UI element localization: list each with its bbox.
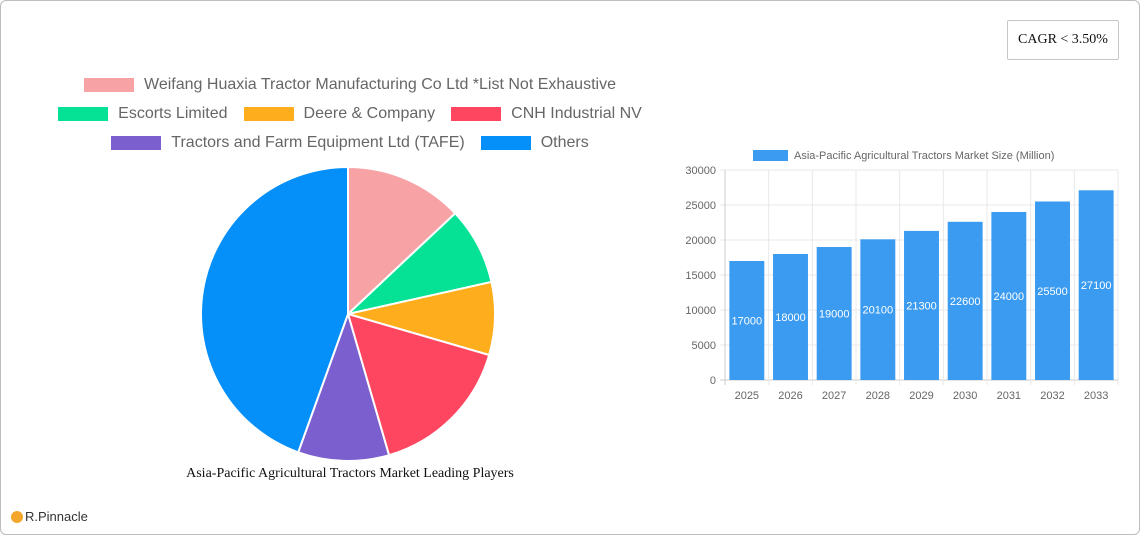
x-tick-label: 2032	[1040, 390, 1064, 402]
bar-value-label: 27100	[1081, 280, 1112, 292]
pie-slice[interactable]	[200, 165, 349, 454]
legend-swatch	[243, 107, 294, 121]
bar[interactable]	[947, 221, 983, 380]
x-tick-label: 2033	[1084, 390, 1108, 402]
x-tick-label: 2028	[866, 390, 890, 402]
legend-label: Deere & Company	[303, 105, 436, 122]
bar[interactable]	[1078, 190, 1114, 380]
legend-item-cnh[interactable]: CNH Industrial NV	[451, 105, 642, 123]
bar-value-label: 22600	[950, 296, 981, 308]
bar-value-label: 24000	[994, 291, 1025, 303]
pie-legend-row-2: Escorts Limited Deere & Company CNH Indu…	[0, 105, 700, 123]
bar-value-label: 21300	[906, 300, 937, 312]
bar[interactable]	[1035, 201, 1070, 381]
legend-label: Others	[540, 134, 589, 151]
bar-value-label: 19000	[819, 309, 850, 321]
bar[interactable]	[860, 239, 896, 380]
bar-value-label: 17000	[732, 316, 763, 328]
bar[interactable]	[991, 212, 1027, 380]
legend-swatch	[480, 136, 531, 150]
bar[interactable]	[773, 254, 808, 380]
x-tick-label: 2025	[735, 390, 759, 402]
y-tick-label: 5000	[692, 340, 716, 352]
legend-label: Tractors and Farm Equipment Ltd (TAFE)	[171, 134, 465, 151]
bar-chart: Asia-Pacific Agricultural Tractors Marke…	[685, 150, 1119, 402]
pie-chart-title: Asia-Pacific Agricultural Tractors Marke…	[186, 466, 514, 481]
legend-swatch	[58, 107, 109, 121]
bar-legend-swatch	[753, 150, 788, 161]
legend-swatch	[111, 136, 162, 150]
legend-swatch	[451, 107, 502, 121]
y-tick-label: 30000	[685, 165, 716, 177]
legend-label: Weifang Huaxia Tractor Manufacturing Co …	[144, 76, 616, 93]
legend-swatch	[84, 78, 135, 92]
x-tick-label: 2027	[822, 390, 846, 402]
x-tick-label: 2031	[997, 390, 1021, 402]
pie-legend-row-3: Tractors and Farm Equipment Ltd (TAFE) O…	[0, 134, 700, 152]
bar[interactable]	[904, 230, 939, 380]
legend-item-deere[interactable]: Deere & Company	[243, 105, 436, 123]
bar-value-label: 20100	[863, 305, 894, 317]
bar[interactable]	[816, 247, 852, 380]
legend-item-escorts[interactable]: Escorts Limited	[58, 105, 228, 123]
y-tick-label: 0	[710, 375, 716, 387]
x-tick-label: 2030	[953, 390, 977, 402]
legend-item-others[interactable]: Others	[480, 134, 589, 152]
y-tick-label: 15000	[685, 270, 716, 282]
y-tick-label: 10000	[685, 305, 716, 317]
y-tick-label: 20000	[685, 235, 716, 247]
bar-legend-label[interactable]: Asia-Pacific Agricultural Tractors Marke…	[794, 150, 1054, 162]
x-tick-label: 2029	[909, 390, 933, 402]
y-tick-label: 25000	[685, 200, 716, 212]
legend-item-weifang[interactable]: Weifang Huaxia Tractor Manufacturing Co …	[84, 76, 616, 94]
pie-chart	[200, 165, 496, 462]
pie-slice[interactable]	[347, 165, 457, 317]
pie-slice[interactable]	[296, 310, 391, 462]
cagr-badge: CAGR < 3.50%	[1007, 20, 1119, 60]
legend-label: CNH Industrial NV	[511, 105, 642, 122]
bar-value-label: 18000	[775, 312, 806, 324]
brand-name: R.Pinnacle	[25, 509, 88, 524]
bar-value-label: 25500	[1037, 286, 1068, 298]
pie-legend-row-1: Weifang Huaxia Tractor Manufacturing Co …	[0, 76, 700, 94]
bar[interactable]	[729, 261, 765, 380]
legend-label: Escorts Limited	[118, 105, 228, 122]
brand-icon	[11, 510, 23, 523]
brand-logo: R.Pinnacle	[11, 509, 88, 524]
x-tick-label: 2026	[778, 390, 802, 402]
pie-slice[interactable]	[346, 312, 491, 457]
legend-item-tafe[interactable]: Tractors and Farm Equipment Ltd (TAFE)	[111, 134, 465, 152]
